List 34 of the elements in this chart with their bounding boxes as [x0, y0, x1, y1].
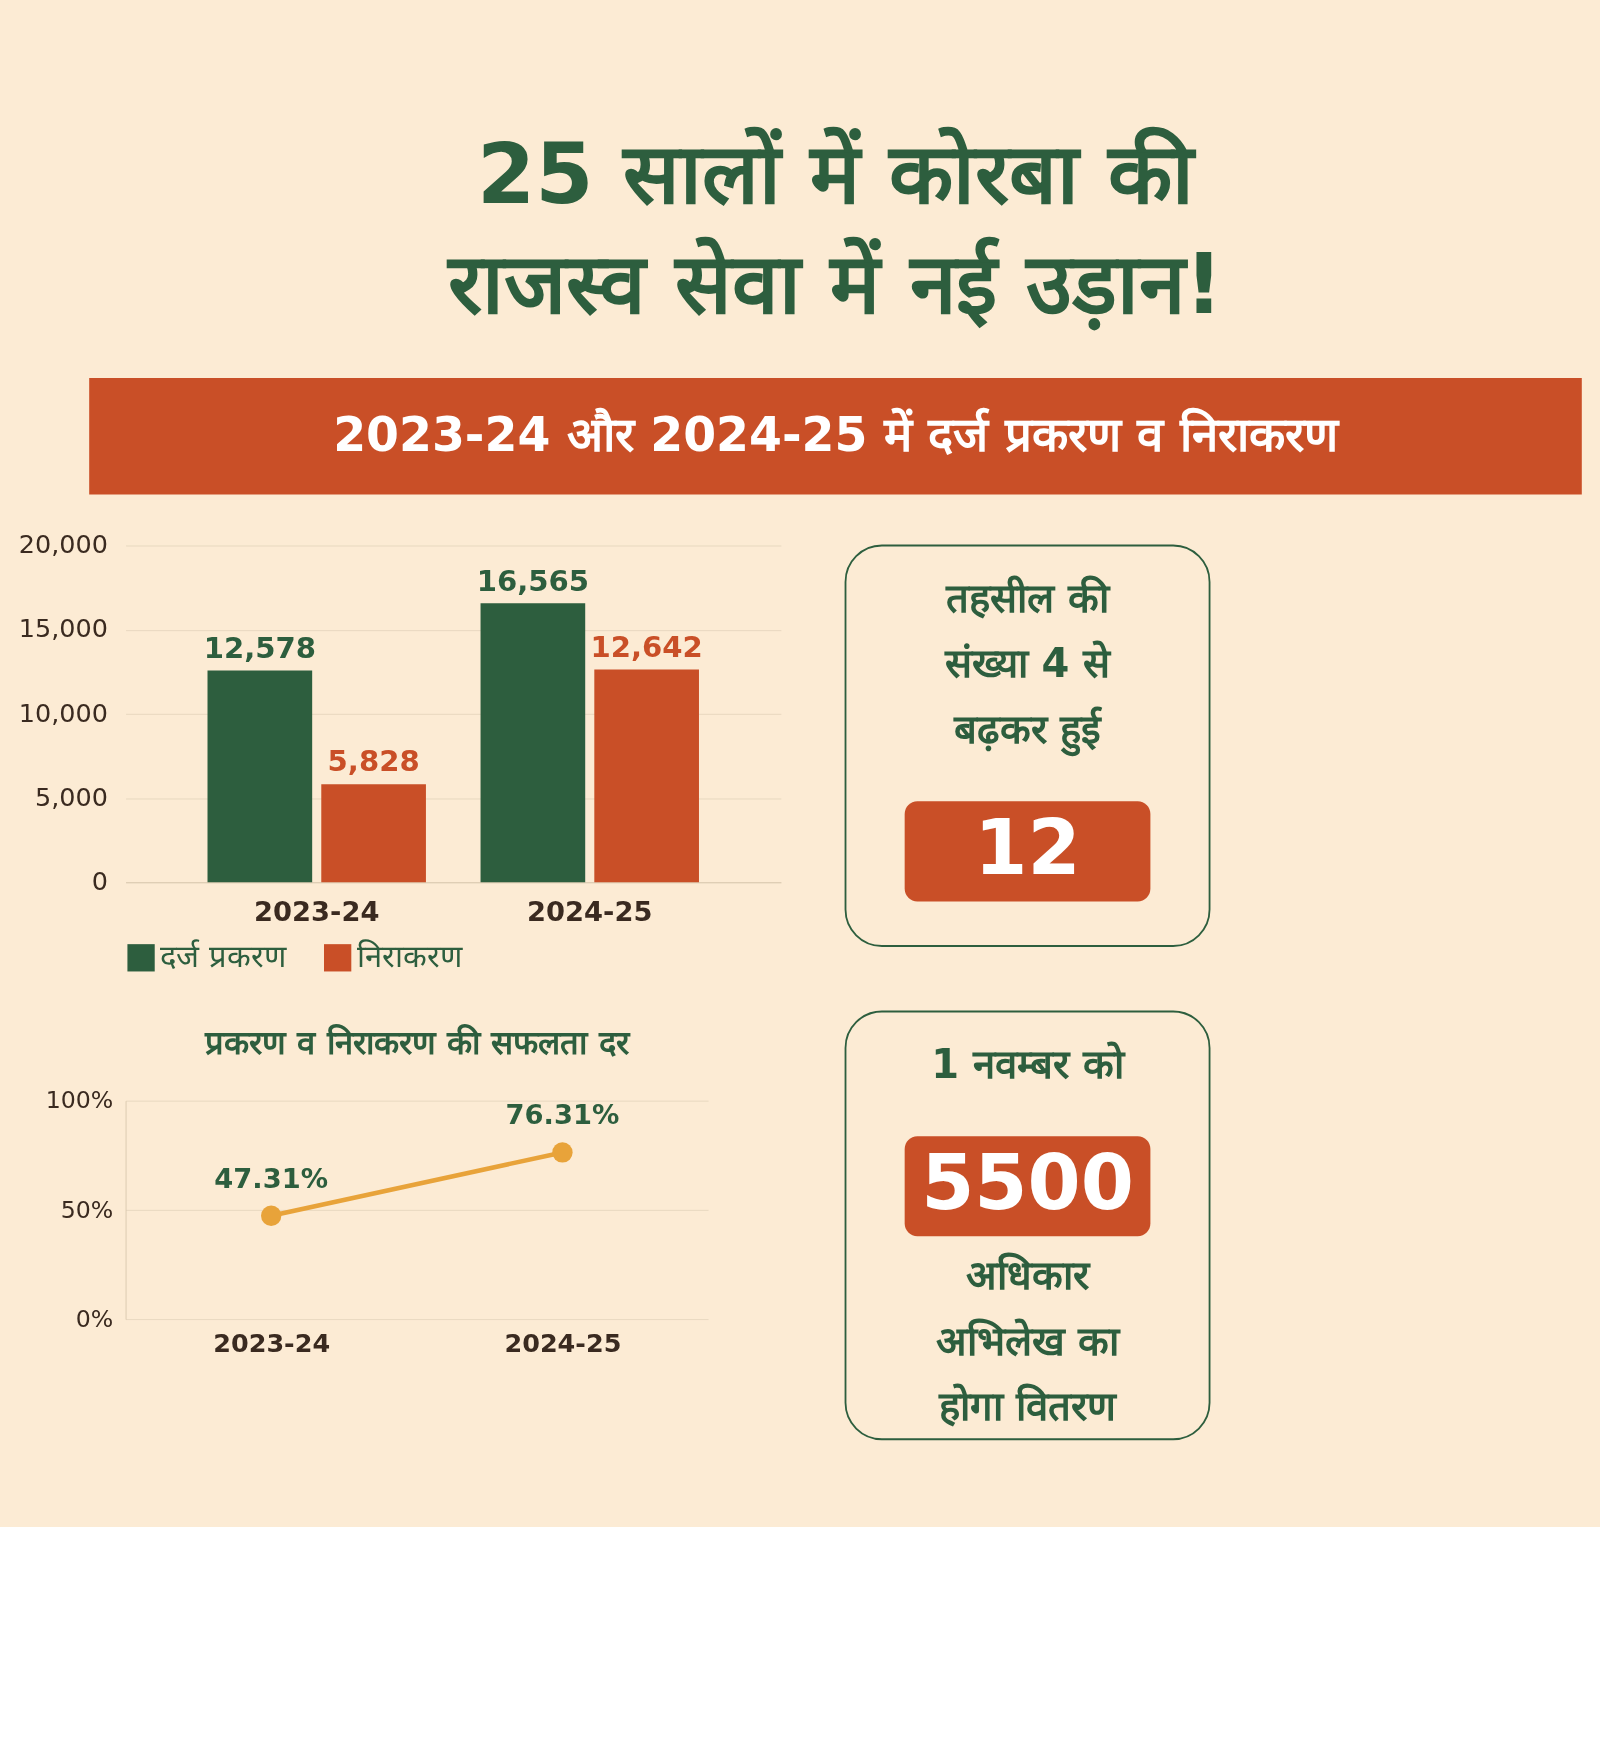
- y-tick-label: 0: [91, 866, 108, 897]
- x-tick-label: 2023-24: [213, 1328, 331, 1359]
- data-label: 16,565: [476, 563, 590, 598]
- y-tick-label: 10,000: [18, 697, 108, 728]
- data-label: 5,828: [327, 744, 420, 779]
- x-tick-label: 2024-25: [527, 895, 653, 927]
- bar: [207, 670, 313, 883]
- bar: [321, 784, 426, 883]
- x-tick-label: 2023-24: [254, 895, 380, 927]
- x-tick-label: 2024-25: [504, 1328, 622, 1359]
- bar: [594, 669, 699, 883]
- y-tick-label: 50%: [60, 1195, 114, 1224]
- y-tick-label: 100%: [45, 1086, 114, 1115]
- data-label: 12: [974, 803, 1081, 893]
- chart-title: प्रकरण व निराकरण की सफलता दर: [203, 1024, 631, 1063]
- data-label: 76.31%: [505, 1099, 620, 1131]
- y-tick-label: 0%: [75, 1304, 114, 1333]
- text: होगा वितरण: [937, 1383, 1119, 1430]
- text: अभिलेख का: [935, 1317, 1122, 1364]
- data-label: 47.31%: [214, 1162, 329, 1194]
- legend-label: दर्ज प्रकरण: [160, 937, 288, 974]
- legend-label: निराकरण: [356, 937, 463, 974]
- y-tick-label: 5,000: [34, 781, 108, 812]
- text: 1 नवम्बर को: [931, 1040, 1126, 1087]
- data-label: 5500: [921, 1138, 1134, 1228]
- chart-subtitle: 2023-24 और 2024-25 में दर्ज प्रकरण व निराकरण: [333, 406, 1340, 462]
- y-tick-label: 15,000: [18, 613, 108, 644]
- y-tick-label: 20,000: [18, 529, 108, 560]
- bar: [480, 603, 586, 883]
- chart-title: 25 सालों में कोरबा की राजस्व सेवा में नई उड़ान!: [446, 125, 1223, 333]
- text: तहसील की संख्या 4 से बढ़कर हुई: [943, 574, 1113, 758]
- data-label: 12,578: [203, 630, 317, 665]
- text: अधिकार: [966, 1252, 1092, 1299]
- data-label: 12,642: [590, 629, 703, 664]
